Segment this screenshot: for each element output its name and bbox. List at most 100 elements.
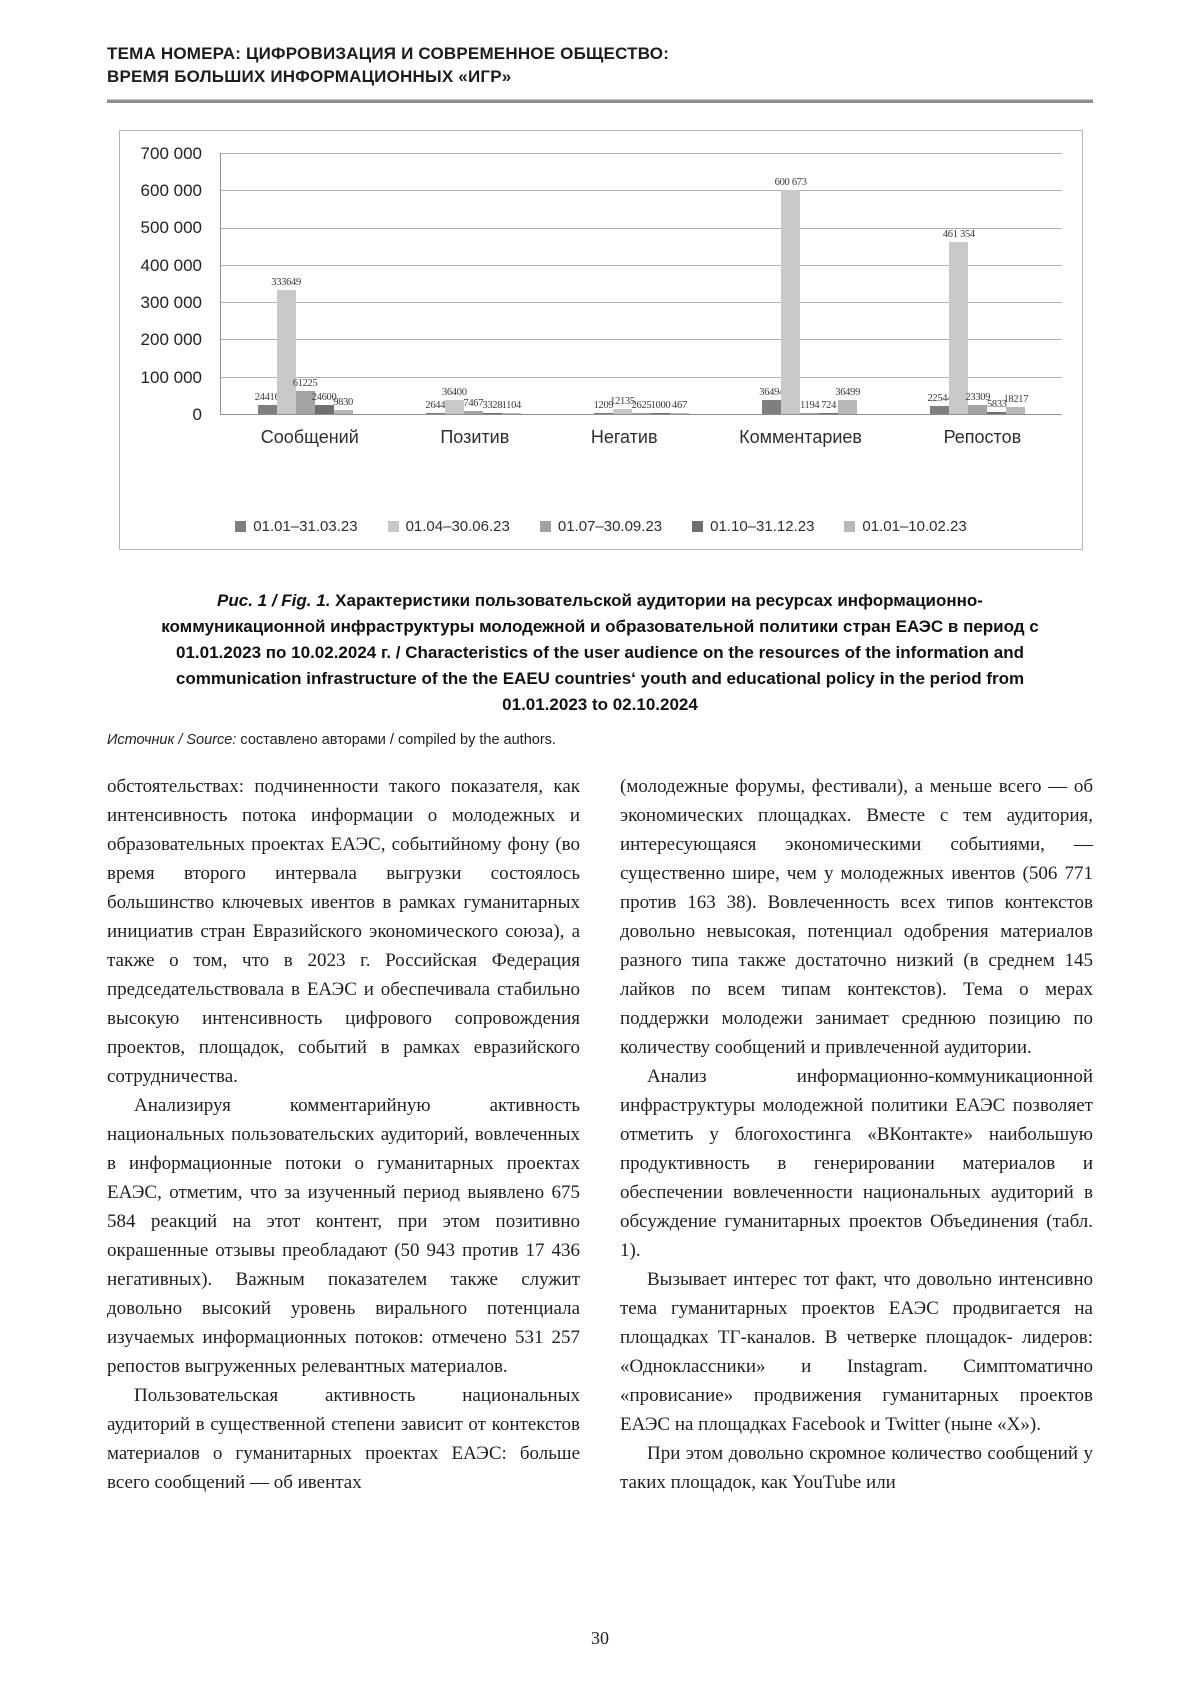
bar xyxy=(800,413,820,414)
bar-slot: 600 673 xyxy=(775,153,807,414)
figure-number: Рис. 1 / Fig. 1. xyxy=(217,591,331,610)
source-label: Источник / Source: xyxy=(107,732,237,748)
y-tick: 200 000 xyxy=(140,330,202,349)
y-tick: 100 000 xyxy=(140,368,202,387)
legend-item: 01.01–31.03.23 xyxy=(235,518,358,535)
gridline xyxy=(221,227,1062,229)
legend-swatch-icon xyxy=(387,521,399,532)
bar xyxy=(463,411,483,414)
bar-value-label: 24416 xyxy=(254,392,280,403)
bar-slot: 461 354 xyxy=(943,153,975,414)
bar xyxy=(781,190,801,414)
x-axis-label: Комментариев xyxy=(739,427,862,447)
page-header: ТЕМА НОМЕРА: ЦИФРОВИЗАЦИЯ И СОВРЕМЕННОЕ … xyxy=(107,42,1093,88)
bar xyxy=(425,413,445,414)
bar xyxy=(333,410,353,414)
bar-slot: 18217 xyxy=(1003,153,1029,414)
x-axis-label: Сообщений xyxy=(260,427,359,447)
header-line-2: ВРЕМЯ БОЛЬШИХ ИНФОРМАЦИОННЫХ «ИГР» xyxy=(107,67,512,86)
bar-value-label: 18217 xyxy=(1003,394,1029,405)
bar-chart: 700 000 600 000 500 000 400 000 300 000 … xyxy=(119,130,1083,550)
bar-value-label: 36499 xyxy=(835,387,861,398)
bar-slot: 22544 xyxy=(927,153,953,414)
gridline xyxy=(221,339,1062,341)
gridline xyxy=(221,153,1062,154)
paragraph: При этом довольно скромное количество со… xyxy=(620,1443,1093,1493)
paragraph: Пользовательская активность национальных… xyxy=(107,1385,580,1493)
bar-value-label: 2644 xyxy=(425,400,446,411)
bar-value-label: 7467 xyxy=(463,398,484,409)
legend-item: 01.10–31.12.23 xyxy=(692,518,814,535)
bar-group-2: 2644 36400 7467 3328 1104 xyxy=(425,153,522,414)
header-divider xyxy=(107,99,1093,103)
bar-slot: 24600 xyxy=(311,153,337,414)
bar-slot: 1000 xyxy=(650,153,671,414)
legend-label: 01.04–30.06.23 xyxy=(405,518,510,535)
bar xyxy=(314,405,334,414)
legend-label: 01.07–30.09.23 xyxy=(557,518,663,535)
bar-slot: 7467 xyxy=(463,153,484,414)
legend-label: 01.01–10.02.23 xyxy=(862,518,967,535)
y-tick: 400 000 xyxy=(140,256,202,275)
bar-value-label: 461 354 xyxy=(942,229,975,240)
header-line-1: ТЕМА НОМЕРА: ЦИФРОВИЗАЦИЯ И СОВРЕМЕННОЕ … xyxy=(107,44,670,63)
bar-value-label: 22544 xyxy=(927,393,953,404)
bar-group-5: 22544 461 354 23309 5833 18217 xyxy=(927,153,1029,414)
bar-slot: 5833 xyxy=(987,153,1007,414)
page-number: 30 xyxy=(591,1628,609,1648)
bar xyxy=(501,413,521,414)
bar-value-label: 36494 xyxy=(759,387,785,398)
legend-swatch-icon xyxy=(844,521,856,532)
bar-slot: 467 xyxy=(669,153,689,414)
bar-slot: 12135 xyxy=(610,153,635,414)
bar xyxy=(669,413,689,414)
gridline xyxy=(221,264,1062,266)
bar-value-label: 600 673 xyxy=(774,177,807,188)
left-column: обстоятельствах: подчиненности такого по… xyxy=(107,772,580,1497)
bar-slot: 36499 xyxy=(835,153,861,414)
source-text: составлено авторами / compiled by the au… xyxy=(236,732,556,748)
bar-value-label: 12135 xyxy=(610,396,635,407)
bar xyxy=(819,413,839,414)
bar xyxy=(444,400,464,414)
paragraph: Вызывает интерес тот факт, что довольно … xyxy=(620,1269,1093,1435)
bar xyxy=(295,391,315,414)
bar xyxy=(631,413,651,414)
legend-item: 01.07–30.09.23 xyxy=(539,518,663,535)
source-note: Источник / Source: составлено авторами /… xyxy=(107,732,1093,748)
bar-slot: 333649 xyxy=(271,153,301,414)
bar-slot: 724 xyxy=(819,153,839,414)
y-tick: 700 000 xyxy=(140,144,202,163)
legend-swatch-icon xyxy=(539,521,551,532)
bar-group-3: 1209 12135 2625 1000 467 xyxy=(594,153,689,414)
paragraph: обстоятельствах: подчиненности такого по… xyxy=(107,776,580,1087)
bar-value-label: 3328 xyxy=(482,400,503,411)
y-axis-labels: 700 000 600 000 500 000 400 000 300 000 … xyxy=(130,144,202,424)
bar-slot: 1209 xyxy=(594,153,614,414)
x-axis-labels: Сообщений Позитив Негатив Комментариев Репос… xyxy=(220,427,1062,448)
bar-value-label: 2625 xyxy=(631,400,652,411)
bar xyxy=(1006,407,1026,414)
paragraph: (молодежные форумы, фестивали), а меньше… xyxy=(620,776,1093,1058)
bar-value-label: 1104 xyxy=(501,400,522,411)
bar-value-label: 36400 xyxy=(441,387,467,398)
bar-value-label: 1000 xyxy=(650,400,671,411)
bar xyxy=(482,413,502,414)
paragraph: Анализируя комментарийную активность нац… xyxy=(107,1095,580,1377)
bar-slot: 61225 xyxy=(293,153,318,414)
bar-slot: 1194 xyxy=(800,153,820,414)
legend-item: 01.04–30.06.23 xyxy=(387,518,510,535)
legend-label: 01.10–31.12.23 xyxy=(710,518,815,535)
bar-value-label: 467 xyxy=(672,400,687,411)
bar-slot: 2644 xyxy=(425,153,446,414)
bar-slot: 24416 xyxy=(254,153,280,414)
y-tick: 0 xyxy=(192,405,202,424)
x-axis-label: Позитив xyxy=(440,427,510,447)
bar-value-label: 24600 xyxy=(311,392,337,403)
plot-area: 24416 333649 61225 24600 9830 2644 36400 7467 33… xyxy=(220,153,1062,415)
bar-value-label: 9830 xyxy=(333,397,353,408)
y-tick: 600 000 xyxy=(140,181,202,200)
bar xyxy=(612,409,632,414)
legend-swatch-icon xyxy=(235,521,247,532)
